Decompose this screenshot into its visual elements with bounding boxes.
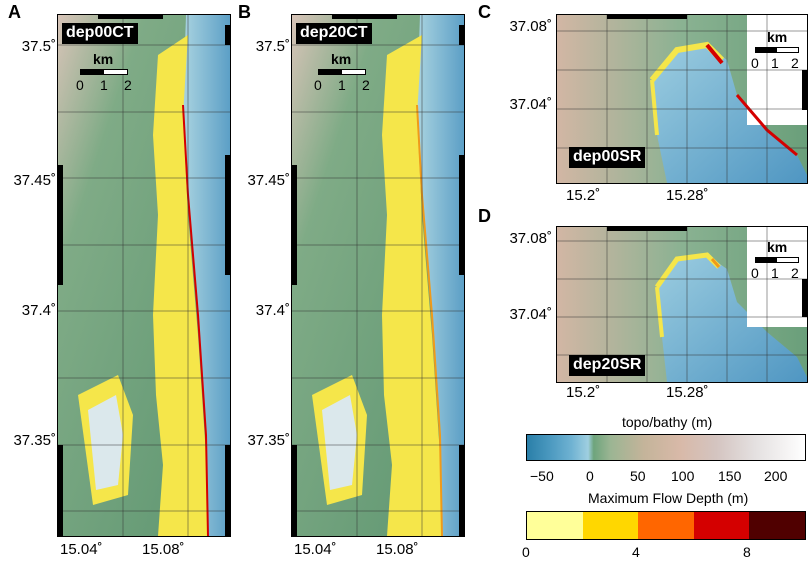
flow-colorbar-segment-3	[638, 512, 694, 539]
map-d-graphic	[557, 227, 807, 382]
topo-colorbar-tick-3: 50	[630, 468, 646, 484]
flow-colorbar-tick-2: 4	[632, 544, 640, 560]
map-a-graphic	[58, 15, 230, 536]
flow-colorbar-tick-1: 0	[522, 544, 530, 560]
map-panel-a: dep00CT km 0 1 2	[57, 14, 231, 537]
scalebar-b-tick-0: 0	[314, 77, 322, 93]
lat-tick-a-3: 37.4˚	[21, 302, 56, 319]
lat-tick-d-1: 37.08˚	[509, 230, 552, 247]
lat-tick-c-1: 37.08˚	[509, 18, 552, 35]
lon-tick-d-2: 15.28˚	[666, 384, 709, 401]
lat-tick-b-3: 37.4˚	[255, 302, 290, 319]
scalebar-b-tick-2: 2	[362, 77, 370, 93]
scalebar-d-tick-2: 2	[791, 265, 799, 281]
map-label-d: dep20SR	[569, 355, 646, 376]
lat-tick-b-4: 37.35˚	[247, 432, 290, 449]
map-label-c: dep00SR	[569, 147, 646, 168]
scalebar-b-unit: km	[331, 51, 352, 67]
map-panel-d: dep20SR km 0 1 2	[556, 226, 808, 383]
lon-tick-b-1: 15.04˚	[294, 541, 337, 558]
flow-colorbar-segment-2	[582, 512, 639, 539]
flow-colorbar-segment-5	[749, 512, 805, 539]
flow-colorbar-title: Maximum Flow Depth (m)	[588, 490, 749, 506]
scalebar-a-unit: km	[93, 51, 114, 67]
scalebar-c-tick-0: 0	[751, 55, 759, 71]
lon-tick-d-1: 15.2˚	[566, 384, 601, 401]
panel-letter-a: A	[8, 2, 21, 22]
panel-letter-d: D	[478, 206, 491, 226]
topo-colorbar	[526, 434, 806, 461]
topo-colorbar-tick-4: 100	[671, 468, 695, 484]
scalebar-c: km 0 1 2	[751, 29, 807, 73]
lon-tick-b-2: 15.08˚	[376, 541, 419, 558]
scalebar-a: km 0 1 2	[76, 51, 136, 95]
scalebar-a-tick-2: 2	[124, 77, 132, 93]
lat-tick-a-4: 37.35˚	[13, 432, 56, 449]
lat-tick-c-2: 37.04˚	[509, 96, 552, 113]
map-label-a: dep00CT	[62, 23, 138, 44]
scalebar-b: km 0 1 2	[314, 51, 374, 95]
flow-colorbar-segment-4	[693, 512, 750, 539]
lat-tick-a-2: 37.45˚	[13, 172, 56, 189]
lon-tick-a-1: 15.04˚	[60, 541, 103, 558]
lat-tick-b-1: 37.5˚	[255, 38, 290, 55]
scalebar-b-bar	[318, 69, 366, 75]
scalebar-d-unit: km	[767, 239, 788, 255]
scalebar-c-bar	[755, 47, 799, 53]
lon-tick-c-2: 15.28˚	[666, 187, 709, 204]
map-label-b: dep20CT	[296, 23, 372, 44]
scalebar-c-unit: km	[767, 29, 788, 45]
map-panel-c: dep00SR km 0 1 2	[556, 14, 808, 184]
scalebar-d: km 0 1 2	[751, 239, 807, 283]
scalebar-a-tick-0: 0	[76, 77, 84, 93]
panel-letter-b: B	[238, 2, 251, 22]
scalebar-c-tick-2: 2	[791, 55, 799, 71]
panel-letter-c: C	[478, 2, 491, 22]
lon-tick-a-2: 15.08˚	[142, 541, 185, 558]
topo-colorbar-tick-5: 150	[718, 468, 742, 484]
scalebar-d-tick-0: 0	[751, 265, 759, 281]
flow-colorbar	[526, 511, 806, 540]
scalebar-d-bar	[755, 257, 799, 263]
scalebar-a-bar	[80, 69, 128, 75]
lat-tick-a-1: 37.5˚	[21, 38, 56, 55]
lat-tick-d-2: 37.04˚	[509, 306, 552, 323]
map-panel-b: dep20CT km 0 1 2	[291, 14, 465, 537]
topo-colorbar-tick-2: 0	[586, 468, 594, 484]
topo-colorbar-tick-1: −50	[530, 468, 554, 484]
scalebar-b-tick-1: 1	[338, 77, 346, 93]
flow-colorbar-tick-3: 8	[743, 544, 751, 560]
scalebar-c-tick-1: 1	[771, 55, 779, 71]
topo-colorbar-title: topo/bathy (m)	[622, 414, 713, 430]
scalebar-d-tick-1: 1	[771, 265, 779, 281]
scalebar-a-tick-1: 1	[100, 77, 108, 93]
map-b-graphic	[292, 15, 464, 536]
flow-colorbar-segment-1	[527, 512, 583, 539]
topo-colorbar-tick-6: 200	[764, 468, 788, 484]
lat-tick-b-2: 37.45˚	[247, 172, 290, 189]
lon-tick-c-1: 15.2˚	[566, 187, 601, 204]
